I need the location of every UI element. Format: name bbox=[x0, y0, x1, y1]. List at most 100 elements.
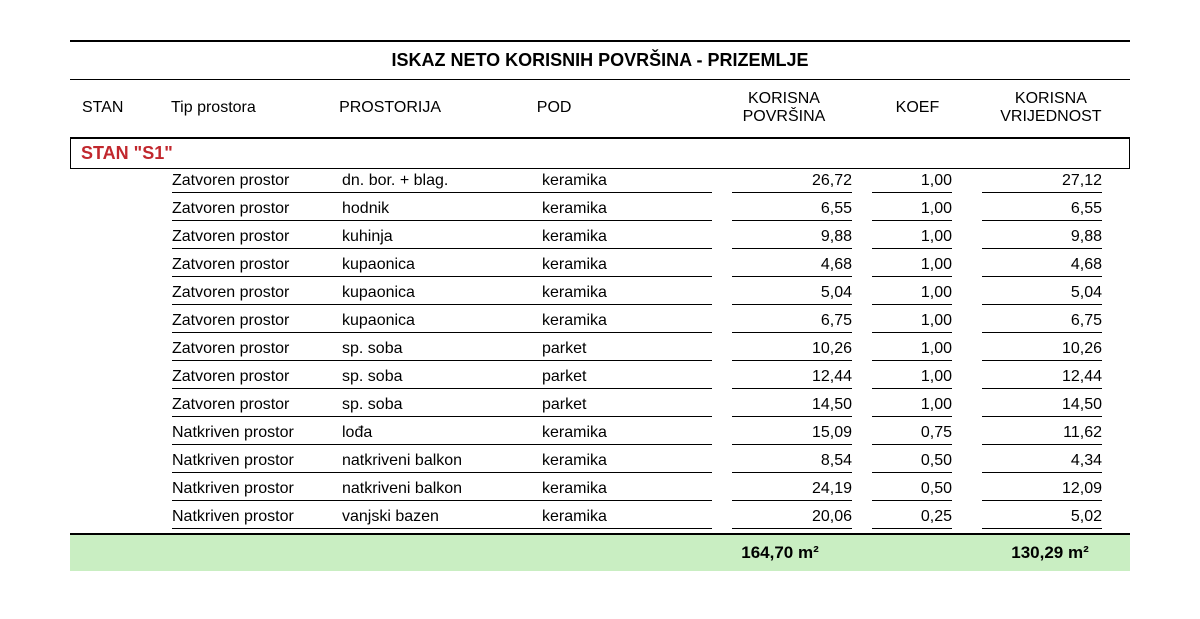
cell-koef: 0,75 bbox=[872, 424, 952, 445]
table-row: Zatvoren prostorkupaonicakeramika 4,68 1,0… bbox=[70, 253, 1130, 281]
table-row: Zatvoren prostordn. bor. + blag.keramika… bbox=[70, 169, 1130, 197]
cell-pod: keramika bbox=[542, 228, 712, 249]
cell-prostorija: hodnik bbox=[342, 200, 542, 221]
section-label: STAN "S1" bbox=[81, 143, 173, 163]
table-row: Zatvoren prostorkupaonicakeramika 6,75 1,0… bbox=[70, 309, 1130, 337]
cell-prostorija: vanjski bazen bbox=[342, 508, 542, 529]
cell-prostorija: natkriveni balkon bbox=[342, 480, 542, 501]
cell-povrsina: 26,72 bbox=[732, 172, 852, 193]
header-pod: POD bbox=[537, 99, 705, 117]
cell-povrsina: 8,54 bbox=[732, 452, 852, 473]
cell-koef: 1,00 bbox=[872, 228, 952, 249]
table-row: Natkriven prostornatkriveni balkonkerami… bbox=[70, 449, 1130, 477]
cell-koef: 0,25 bbox=[872, 508, 952, 529]
cell-pod: parket bbox=[542, 396, 712, 417]
cell-povrsina: 4,68 bbox=[732, 256, 852, 277]
cell-pod: keramika bbox=[542, 312, 712, 333]
cell-tip: Zatvoren prostor bbox=[172, 340, 342, 361]
cell-prostorija: kupaonica bbox=[342, 284, 542, 305]
cell-koef: 0,50 bbox=[872, 480, 952, 501]
table-row: Zatvoren prostorkupaonicakeramika 5,04 1,0… bbox=[70, 281, 1130, 309]
header-vrijednost: KORISNA VRIJEDNOST bbox=[972, 90, 1130, 127]
cell-prostorija: kuhinja bbox=[342, 228, 542, 249]
total-vrijednost: 130,29 m² bbox=[970, 543, 1130, 563]
table-row: Zatvoren prostorsp. sobaparket14,501,001… bbox=[70, 393, 1130, 421]
cell-povrsina: 5,04 bbox=[732, 284, 852, 305]
cell-povrsina: 6,55 bbox=[732, 200, 852, 221]
cell-pod: keramika bbox=[542, 424, 712, 445]
cell-tip: Zatvoren prostor bbox=[172, 284, 342, 305]
cell-tip: Natkriven prostor bbox=[172, 452, 342, 473]
cell-vrijednost: 6,55 bbox=[982, 200, 1102, 221]
cell-vrijednost: 12,44 bbox=[982, 368, 1102, 389]
cell-povrsina: 9,88 bbox=[732, 228, 852, 249]
cell-koef: 1,00 bbox=[872, 312, 952, 333]
table-row: Zatvoren prostorsp. sobaparket 12,44 1,00 1… bbox=[70, 365, 1130, 393]
cell-tip: Natkriven prostor bbox=[172, 424, 342, 445]
cell-koef: 1,00 bbox=[872, 340, 952, 361]
cell-povrsina: 12,44 bbox=[732, 368, 852, 389]
cell-vrijednost: 5,04 bbox=[982, 284, 1102, 305]
cell-tip: Zatvoren prostor bbox=[172, 312, 342, 333]
cell-vrijednost: 10,26 bbox=[982, 340, 1102, 361]
cell-povrsina: 10,26 bbox=[732, 340, 852, 361]
cell-pod: keramika bbox=[542, 508, 712, 529]
header-tip: Tip prostora bbox=[171, 99, 339, 117]
cell-pod: keramika bbox=[542, 172, 712, 193]
cell-koef: 1,00 bbox=[872, 256, 952, 277]
cell-koef: 0,50 bbox=[872, 452, 952, 473]
cell-koef: 1,00 bbox=[872, 200, 952, 221]
cell-tip: Zatvoren prostor bbox=[172, 172, 342, 193]
header-povrsina: KORISNA POVRŠINA bbox=[705, 90, 863, 127]
cell-prostorija: sp. soba bbox=[342, 396, 542, 417]
table-row: Zatvoren prostorkuhinjakeramika9,881,009… bbox=[70, 225, 1130, 253]
header-koef: KOEF bbox=[863, 99, 972, 117]
cell-koef: 1,00 bbox=[872, 396, 952, 417]
cell-pod: parket bbox=[542, 340, 712, 361]
cell-pod: parket bbox=[542, 368, 712, 389]
cell-tip: Zatvoren prostor bbox=[172, 256, 342, 277]
cell-pod: keramika bbox=[542, 256, 712, 277]
cell-vrijednost: 5,02 bbox=[982, 508, 1102, 529]
cell-prostorija: sp. soba bbox=[342, 368, 542, 389]
header-stan: STAN bbox=[70, 99, 171, 117]
cell-prostorija: kupaonica bbox=[342, 256, 542, 277]
cell-pod: keramika bbox=[542, 452, 712, 473]
area-table: ISKAZ NETO KORISNIH POVRŠINA - PRIZEMLJE… bbox=[70, 40, 1130, 571]
cell-koef: 1,00 bbox=[872, 284, 952, 305]
cell-vrijednost: 4,34 bbox=[982, 452, 1102, 473]
table-title: ISKAZ NETO KORISNIH POVRŠINA - PRIZEMLJE bbox=[70, 42, 1130, 79]
cell-prostorija: natkriveni balkon bbox=[342, 452, 542, 473]
cell-koef: 1,00 bbox=[872, 368, 952, 389]
cell-povrsina: 6,75 bbox=[732, 312, 852, 333]
section-label-box: STAN "S1" bbox=[70, 138, 1130, 169]
cell-povrsina: 24,19 bbox=[732, 480, 852, 501]
cell-koef: 1,00 bbox=[872, 172, 952, 193]
cell-vrijednost: 11,62 bbox=[982, 424, 1102, 445]
cell-vrijednost: 4,68 bbox=[982, 256, 1102, 277]
table-row: Zatvoren prostorhodnikkeramika6,551,006,… bbox=[70, 197, 1130, 225]
table-body: Zatvoren prostordn. bor. + blag.keramika… bbox=[70, 169, 1130, 533]
table-row: Natkriven prostorvanjski bazenkeramika20… bbox=[70, 505, 1130, 533]
cell-prostorija: kupaonica bbox=[342, 312, 542, 333]
cell-vrijednost: 14,50 bbox=[982, 396, 1102, 417]
cell-prostorija: dn. bor. + blag. bbox=[342, 172, 542, 193]
cell-vrijednost: 12,09 bbox=[982, 480, 1102, 501]
cell-pod: keramika bbox=[542, 284, 712, 305]
cell-tip: Zatvoren prostor bbox=[172, 396, 342, 417]
cell-tip: Natkriven prostor bbox=[172, 480, 342, 501]
cell-tip: Zatvoren prostor bbox=[172, 368, 342, 389]
totals-row: 164,70 m² 130,29 m² bbox=[70, 535, 1130, 571]
total-povrsina: 164,70 m² bbox=[700, 543, 860, 563]
column-headers: STAN Tip prostora PROSTORIJA POD KORISNA… bbox=[70, 80, 1130, 137]
table-row: Zatvoren prostorsp. sobaparket 10,26 1,00 1… bbox=[70, 337, 1130, 365]
cell-tip: Natkriven prostor bbox=[172, 508, 342, 529]
header-prostorija: PROSTORIJA bbox=[339, 99, 537, 117]
table-row: Natkriven prostornatkriveni balkonkerami… bbox=[70, 477, 1130, 505]
cell-pod: keramika bbox=[542, 480, 712, 501]
cell-prostorija: sp. soba bbox=[342, 340, 542, 361]
cell-vrijednost: 27,12 bbox=[982, 172, 1102, 193]
table-row: Natkriven prostorlođakeramika15,090,7511… bbox=[70, 421, 1130, 449]
cell-tip: Zatvoren prostor bbox=[172, 228, 342, 249]
cell-prostorija: lođa bbox=[342, 424, 542, 445]
